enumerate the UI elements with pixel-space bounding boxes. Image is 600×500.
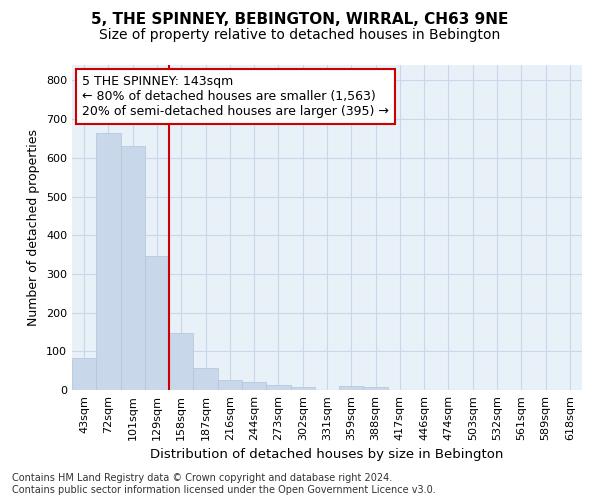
Bar	[121, 146, 145, 390]
Bar	[169, 332, 193, 390]
Bar	[364, 387, 388, 390]
Bar	[290, 388, 315, 390]
Bar	[145, 256, 169, 390]
Bar	[242, 382, 266, 390]
Text: 5, THE SPINNEY, BEBINGTON, WIRRAL, CH63 9NE: 5, THE SPINNEY, BEBINGTON, WIRRAL, CH63 …	[91, 12, 509, 28]
Bar	[266, 386, 290, 390]
Bar	[339, 386, 364, 390]
Text: 5 THE SPINNEY: 143sqm
← 80% of detached houses are smaller (1,563)
20% of semi-d: 5 THE SPINNEY: 143sqm ← 80% of detached …	[82, 74, 389, 118]
Bar	[72, 358, 96, 390]
Bar	[218, 380, 242, 390]
Text: Size of property relative to detached houses in Bebington: Size of property relative to detached ho…	[100, 28, 500, 42]
Y-axis label: Number of detached properties: Number of detached properties	[28, 129, 40, 326]
Text: Contains HM Land Registry data © Crown copyright and database right 2024.
Contai: Contains HM Land Registry data © Crown c…	[12, 474, 436, 495]
X-axis label: Distribution of detached houses by size in Bebington: Distribution of detached houses by size …	[151, 448, 503, 462]
Bar	[193, 368, 218, 390]
Bar	[96, 134, 121, 390]
